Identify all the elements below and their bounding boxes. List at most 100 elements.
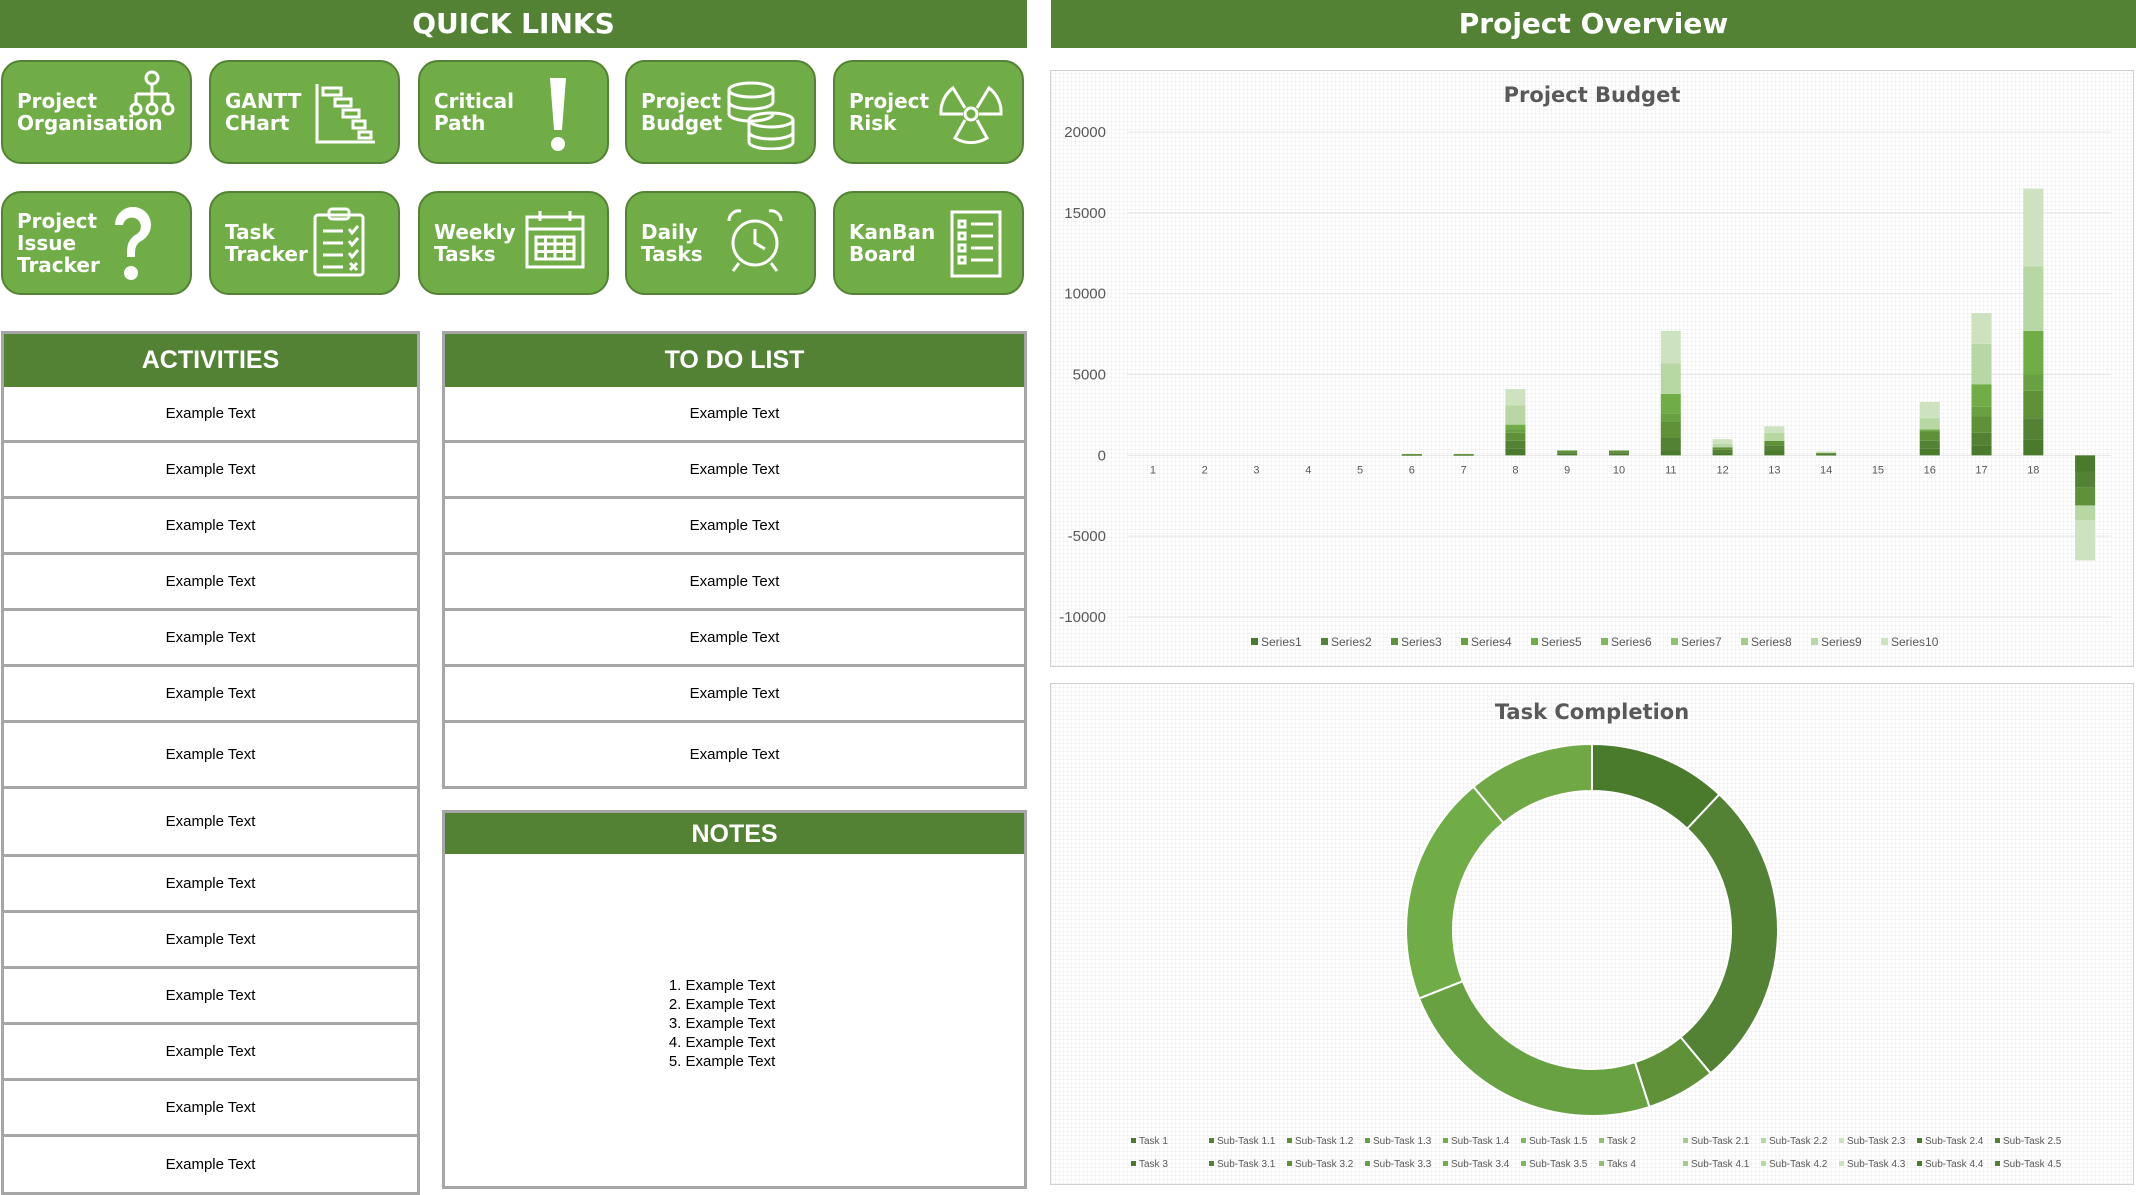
- x-tick-label: 7: [1461, 464, 1467, 476]
- todo-row[interactable]: Example Text: [442, 387, 1027, 443]
- activity-row[interactable]: Example Text: [1, 723, 420, 789]
- bar-segment: [1764, 426, 1785, 433]
- todo-row[interactable]: Example Text: [442, 499, 1027, 555]
- bar-segment: [1919, 448, 1940, 456]
- notes-body[interactable]: Example Text Example Text Example Text E…: [442, 854, 1027, 1189]
- tile-gantt-chart[interactable]: GANTT CHart: [209, 60, 400, 164]
- tile-label: Critical Path: [434, 89, 515, 135]
- exclamation-icon: [550, 78, 566, 151]
- legend-label: Series8: [1751, 635, 1792, 649]
- tile-label: Task Tracker: [225, 220, 308, 266]
- bar-segment: [1505, 429, 1526, 433]
- todo-row[interactable]: Example Text: [442, 667, 1027, 723]
- legend-label: Task 3: [1139, 1159, 1168, 1170]
- bar-segment: [1557, 452, 1578, 454]
- bar-segment: [1453, 454, 1474, 456]
- todo-row[interactable]: Example Text: [442, 723, 1027, 789]
- donut-slice: [1405, 785, 1505, 1000]
- bar-segment: [1971, 432, 1992, 446]
- x-tick-label: 6: [1409, 464, 1415, 476]
- bar-segment: [1919, 429, 1940, 432]
- bar-segment: [2075, 455, 2096, 472]
- task-completion-chart: Task Completion Task 1 Sub-Task 1.1 Sub-Ta…: [1050, 683, 2134, 1185]
- bar-segment: [1971, 406, 1992, 417]
- tile-kanban-board[interactable]: KanBan Board: [833, 191, 1024, 295]
- activity-row[interactable]: Example Text: [1, 1081, 420, 1137]
- activity-row[interactable]: Example Text: [1, 611, 420, 667]
- legend-swatch: [1881, 638, 1888, 645]
- activity-row[interactable]: Example Text: [1, 555, 420, 611]
- activity-row[interactable]: Example Text: [1, 857, 420, 913]
- bar-segment: [1557, 450, 1578, 453]
- tile-task-tracker[interactable]: Task Tracker: [209, 191, 400, 295]
- legend-label: Series5: [1541, 635, 1582, 649]
- x-tick-label: 4: [1305, 464, 1311, 476]
- activity-row[interactable]: Example Text: [1, 387, 420, 443]
- notes-title: NOTES: [691, 820, 778, 848]
- activity-row[interactable]: Example Text: [1, 969, 420, 1025]
- legend-label: Sub-Task 4.3: [1847, 1159, 1906, 1170]
- activity-row[interactable]: Example Text: [1, 789, 420, 857]
- tile-critical-path[interactable]: Critical Path: [418, 60, 609, 164]
- x-tick-label: 1: [1150, 464, 1156, 476]
- project-budget-chart: Project Budget 20000 15000 10000 5000 0 -5000…: [1050, 70, 2134, 667]
- legend-swatch: [1209, 1138, 1214, 1143]
- x-tick-label: 18: [2027, 464, 2039, 476]
- bar-segment: [1919, 401, 1940, 419]
- bar-segment: [2023, 374, 2044, 391]
- tile-label: Weekly Tasks: [434, 220, 516, 266]
- activity-row[interactable]: Example Text: [1, 667, 420, 723]
- tile-project-organisation[interactable]: Project Organisation: [1, 60, 192, 164]
- y-tick-label: 0: [1098, 447, 1106, 464]
- x-tick-label: 14: [1820, 464, 1832, 476]
- x-tick-label: 2: [1202, 464, 1208, 476]
- y-tick-label: -5000: [1068, 528, 1106, 545]
- activities-header: ACTIVITIES: [1, 331, 420, 387]
- bar-segment: [1505, 440, 1526, 449]
- tile-daily-tasks[interactable]: Daily Tasks: [625, 191, 816, 295]
- legend-swatch: [1761, 1161, 1766, 1166]
- legend-swatch: [1443, 1161, 1448, 1166]
- tile-project-issue-tracker[interactable]: Project Issue Tracker: [1, 191, 192, 295]
- legend-label: Sub-Task 3.2: [1295, 1159, 1354, 1170]
- alarm-clock-icon: [727, 209, 783, 272]
- tile-project-budget[interactable]: Project Budget: [625, 60, 816, 164]
- activity-row[interactable]: Example Text: [1, 1025, 420, 1081]
- x-tick-label: 5: [1357, 464, 1363, 476]
- legend-label: Series9: [1821, 635, 1862, 649]
- legend-label: Taks 4: [1607, 1159, 1636, 1170]
- bar-segment: [1505, 424, 1526, 430]
- task-completion-plot: Task 1 Sub-Task 1.1 Sub-Task 1.2 Sub-Task 1…: [1131, 742, 2062, 1170]
- legend-swatch: [1995, 1161, 2000, 1166]
- bar-segment: [1505, 389, 1526, 406]
- tile-label: Daily Tasks: [641, 220, 703, 266]
- bar-segment: [1609, 452, 1629, 454]
- todo-row[interactable]: Example Text: [442, 611, 1027, 667]
- bar-segment: [1971, 343, 1992, 385]
- tile-weekly-tasks[interactable]: Weekly Tasks: [418, 191, 609, 295]
- todo-row[interactable]: Example Text: [442, 555, 1027, 611]
- activity-row[interactable]: Example Text: [1, 1137, 420, 1195]
- legend-label: Sub-Task 1.5: [1529, 1136, 1588, 1147]
- x-tick-label: 16: [1924, 464, 1936, 476]
- tile-label: Project Risk: [849, 89, 930, 135]
- tile-project-risk[interactable]: Project Risk: [833, 60, 1024, 164]
- project-overview-header: Project Overview: [1051, 0, 2136, 48]
- activity-row[interactable]: Example Text: [1, 443, 420, 499]
- legend-label: Sub-Task 2.3: [1847, 1136, 1906, 1147]
- y-tick-label: 15000: [1064, 205, 1106, 222]
- calendar-icon: [525, 211, 585, 269]
- activity-row[interactable]: Example Text: [1, 499, 420, 555]
- legend-swatch: [1599, 1138, 1604, 1143]
- x-tick-label: 13: [1768, 464, 1780, 476]
- legend-label: Series7: [1681, 635, 1722, 649]
- activity-row[interactable]: Example Text: [1, 913, 420, 969]
- notes-item: Example Text: [686, 1052, 806, 1071]
- legend-swatch: [1287, 1138, 1292, 1143]
- y-tick-label: 5000: [1073, 367, 1106, 384]
- legend-label: Sub-Task 3.3: [1373, 1159, 1432, 1170]
- notes-item: Example Text: [686, 995, 806, 1014]
- bar-segment: [1660, 421, 1681, 438]
- todo-row[interactable]: Example Text: [442, 443, 1027, 499]
- notes-header: NOTES: [442, 810, 1027, 854]
